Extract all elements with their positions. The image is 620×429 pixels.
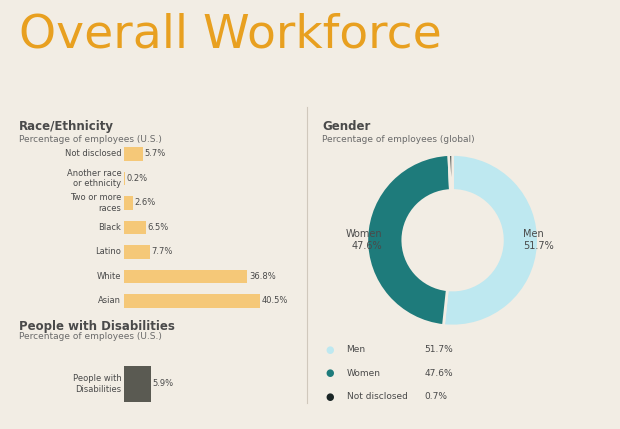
Text: 6.5%: 6.5% [148, 223, 169, 232]
Text: 5.7%: 5.7% [144, 149, 166, 158]
Text: Latino: Latino [95, 248, 122, 257]
Text: Asian: Asian [99, 296, 122, 305]
Text: 47.6%: 47.6% [425, 369, 453, 378]
Wedge shape [367, 154, 450, 326]
Text: Percentage of employees (U.S.): Percentage of employees (U.S.) [19, 135, 161, 144]
Text: Two or more
races: Two or more races [70, 193, 122, 212]
Text: ●: ● [326, 368, 334, 378]
Text: Men
51.7%: Men 51.7% [523, 230, 554, 251]
Bar [124, 221, 146, 234]
Text: Black: Black [99, 223, 122, 232]
Bar [124, 147, 143, 160]
Text: Not disclosed: Not disclosed [64, 149, 122, 158]
Text: Gender: Gender [322, 120, 371, 133]
Bar [124, 196, 133, 210]
Text: 2.6%: 2.6% [135, 198, 156, 207]
Text: Race/Ethnicity: Race/Ethnicity [19, 120, 113, 133]
Text: White: White [97, 272, 122, 281]
Bar [124, 366, 151, 402]
Text: People with
Disabilities: People with Disabilities [73, 374, 122, 394]
Text: 5.9%: 5.9% [153, 380, 174, 388]
Text: 36.8%: 36.8% [249, 272, 276, 281]
Text: Overall Workforce: Overall Workforce [19, 13, 441, 58]
Text: Women: Women [347, 369, 381, 378]
Bar [124, 245, 150, 259]
Text: Women
47.6%: Women 47.6% [345, 230, 383, 251]
Text: Percentage of employees (U.S.): Percentage of employees (U.S.) [19, 332, 161, 341]
Text: Percentage of employees (global): Percentage of employees (global) [322, 135, 475, 144]
Text: Not disclosed: Not disclosed [347, 393, 407, 401]
Bar [124, 294, 260, 308]
Text: 0.7%: 0.7% [425, 393, 448, 401]
Text: Men: Men [347, 345, 366, 354]
Text: Another race
or ethnicity: Another race or ethnicity [66, 169, 122, 188]
Text: 40.5%: 40.5% [261, 296, 288, 305]
Text: 0.2%: 0.2% [126, 174, 148, 183]
Wedge shape [449, 154, 453, 190]
Text: People with Disabilities: People with Disabilities [19, 320, 174, 332]
Text: 7.7%: 7.7% [151, 248, 173, 257]
Text: 51.7%: 51.7% [425, 345, 453, 354]
Bar [124, 172, 125, 185]
Text: ●: ● [326, 392, 334, 402]
Text: ●: ● [326, 344, 334, 355]
Wedge shape [443, 154, 538, 326]
Bar [124, 270, 247, 283]
